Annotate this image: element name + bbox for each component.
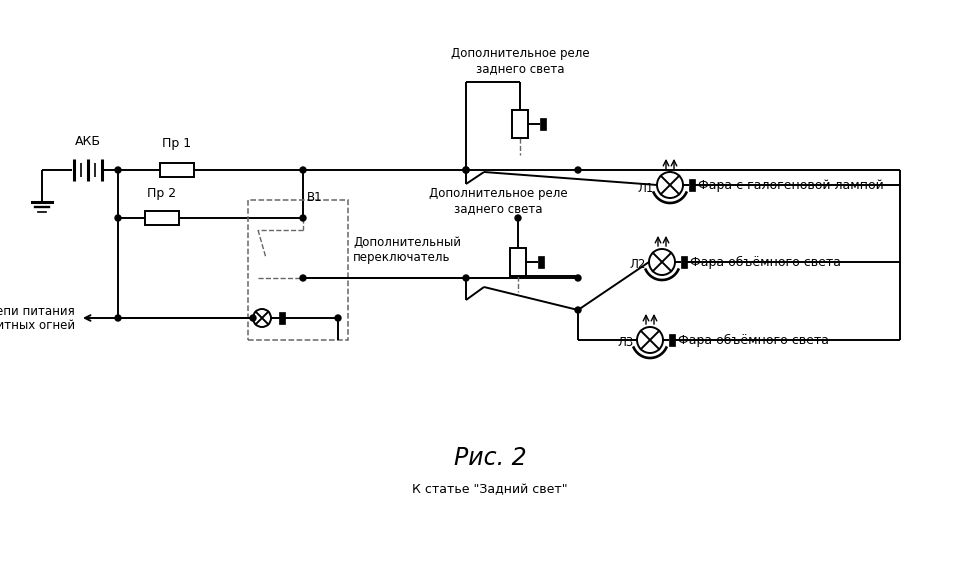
Circle shape [463, 167, 469, 173]
Text: АКБ: АКБ [75, 135, 101, 148]
Bar [538, 255, 544, 267]
Circle shape [335, 315, 341, 321]
Circle shape [300, 167, 306, 173]
Bar [689, 179, 695, 191]
Circle shape [250, 315, 256, 321]
Text: В1: В1 [307, 191, 323, 204]
Text: Дополнительный
переключатель: Дополнительный переключатель [353, 236, 461, 264]
Bar [669, 334, 675, 346]
Circle shape [115, 215, 121, 221]
Circle shape [463, 275, 469, 281]
Text: Фара с галогеновой лампой: Фара с галогеновой лампой [698, 178, 884, 191]
Text: Л3: Л3 [617, 336, 634, 350]
Text: Фара объёмного света: Фара объёмного света [690, 255, 841, 269]
Bar [279, 312, 285, 324]
Circle shape [253, 309, 271, 327]
Circle shape [115, 167, 121, 173]
Bar [540, 118, 546, 130]
Text: Л1: Л1 [637, 182, 654, 194]
Text: Дополнительное реле
заднего света: Дополнительное реле заднего света [450, 47, 589, 75]
Circle shape [657, 172, 683, 198]
Bar [145, 211, 179, 225]
Circle shape [300, 275, 306, 281]
Circle shape [463, 167, 469, 173]
Bar [160, 163, 194, 177]
Text: Л2: Л2 [630, 259, 646, 271]
Bar [512, 110, 528, 138]
Text: Пр 2: Пр 2 [148, 187, 177, 200]
Text: К цепи питания
габаритных огней: К цепи питания габаритных огней [0, 304, 75, 332]
Bar [681, 256, 687, 268]
Text: Фара объёмного света: Фара объёмного света [678, 334, 829, 347]
Text: К статье "Задний свет": К статье "Задний свет" [412, 484, 567, 496]
Bar [248, 200, 348, 340]
Bar [510, 247, 526, 275]
Text: Дополнительное реле
заднего света: Дополнительное реле заднего света [429, 187, 567, 215]
Circle shape [575, 307, 581, 313]
Circle shape [300, 215, 306, 221]
Circle shape [575, 275, 581, 281]
Circle shape [515, 215, 521, 221]
Text: Пр 1: Пр 1 [162, 137, 192, 150]
Circle shape [115, 315, 121, 321]
Text: Рис. 2: Рис. 2 [454, 446, 526, 470]
Circle shape [649, 249, 675, 275]
Circle shape [637, 327, 663, 353]
Circle shape [575, 167, 581, 173]
